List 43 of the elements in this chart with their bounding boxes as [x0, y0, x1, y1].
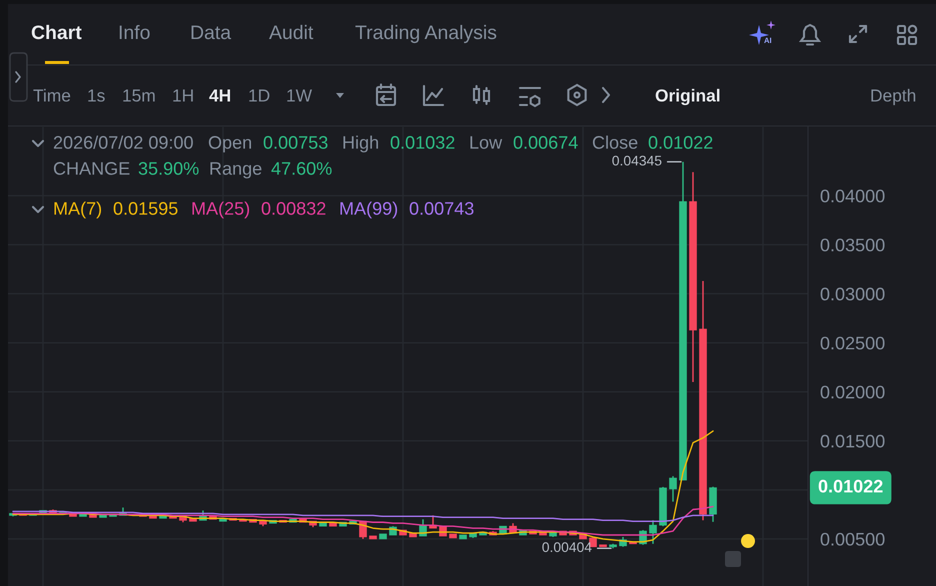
annotation: 0.01032 [390, 136, 454, 149]
text: Chart [32, 24, 82, 40]
text: Time [33, 88, 70, 102]
text: Info [120, 24, 150, 40]
annotation: 0.00404 [542, 542, 592, 552]
annotation: 0.00832 [262, 202, 326, 215]
text: MA(99) [340, 202, 398, 218]
annotation: Low [470, 136, 502, 149]
text: 1s [88, 90, 105, 102]
annotation: 0.01022 [648, 136, 712, 149]
y-tick-label: 0.02500 [820, 336, 885, 350]
y-tick-label: 0.01500 [820, 434, 885, 448]
y-tick-label: 0.03500 [820, 238, 885, 252]
text: Trading Analysis [355, 24, 496, 44]
annotation: 2026/07/02 09:00 [54, 136, 193, 149]
text: MA(7) [54, 202, 102, 218]
y-tick-label: 0.04000 [820, 190, 885, 202]
text: MA(25) [192, 202, 250, 218]
text: Data [192, 26, 232, 40]
text: 15m [123, 90, 155, 102]
annotation: 0.00674 [514, 136, 578, 149]
annotation: 0.00753 [264, 136, 328, 149]
y-tick-label: 0.02000 [820, 386, 885, 399]
annotation: 0.01595 [114, 202, 178, 215]
annotation: Range [210, 162, 262, 178]
text: Original [656, 88, 720, 106]
annotation: CHANGE [54, 162, 130, 175]
text: 1W [287, 90, 312, 102]
annotation: Open [208, 136, 251, 152]
y-tick-label: 0.00500 [820, 532, 885, 546]
text: 0.01022 [818, 480, 883, 493]
annotation: High [343, 136, 378, 152]
annotation: Close [592, 136, 638, 149]
y-tick-label: 0.03000 [820, 288, 885, 300]
annotation: 0.00743 [410, 202, 474, 215]
text: Audit [269, 24, 314, 40]
text: 4H [209, 90, 230, 102]
text: 1H [173, 90, 193, 102]
annotation: 47.60% [271, 162, 332, 175]
text: Depth [871, 88, 916, 106]
text: 1D [249, 90, 270, 102]
annotation: 0.04345 [612, 156, 662, 166]
annotation: 35.90% [138, 162, 199, 175]
